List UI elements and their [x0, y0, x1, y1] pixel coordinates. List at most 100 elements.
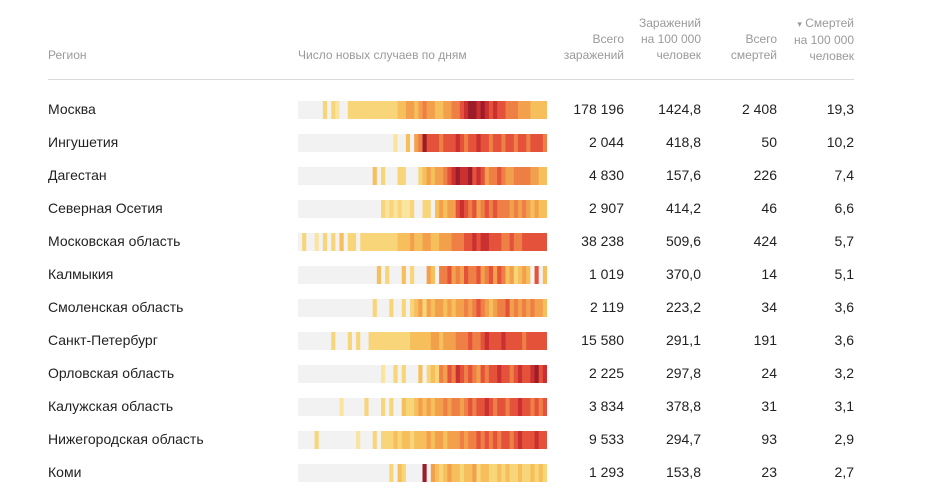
day-cell	[505, 464, 511, 482]
day-cell	[505, 134, 511, 152]
day-cell	[327, 200, 332, 218]
day-cell	[443, 200, 448, 218]
day-cell	[522, 200, 527, 218]
day-cell	[480, 266, 486, 284]
day-cell	[376, 266, 382, 284]
day-cell	[385, 332, 390, 350]
day-cell	[372, 233, 378, 251]
day-cell	[468, 200, 473, 218]
day-cell	[322, 101, 328, 119]
day-cell	[335, 134, 340, 152]
total-deaths-value: 93	[761, 431, 777, 447]
day-cell	[434, 167, 440, 185]
day-cell	[327, 365, 332, 383]
day-cell	[356, 233, 361, 251]
day-cell	[426, 101, 432, 119]
day-cell	[443, 332, 448, 350]
day-cell	[381, 233, 386, 251]
day-cell	[389, 431, 394, 449]
day-cell	[443, 398, 448, 416]
table-row[interactable]: Смоленская область 2 119 223,2 34 3,6	[0, 298, 925, 331]
day-cell	[347, 332, 353, 350]
day-cell	[480, 332, 486, 350]
table-row[interactable]: Ингушетия 2 044 418,8 50 10,2	[0, 133, 925, 166]
day-cell	[480, 101, 486, 119]
day-cell	[306, 299, 311, 317]
day-cell	[298, 365, 303, 383]
day-cell	[410, 233, 415, 251]
day-cell	[484, 266, 490, 284]
day-cell	[530, 332, 535, 350]
day-cell	[322, 200, 328, 218]
day-cell	[455, 431, 461, 449]
day-cell	[538, 200, 544, 218]
day-cell	[335, 398, 340, 416]
day-cell	[331, 464, 336, 482]
day-cell	[480, 299, 486, 317]
day-cell	[405, 365, 411, 383]
day-cell	[459, 464, 465, 482]
day-cell	[343, 398, 349, 416]
day-cell	[447, 299, 452, 317]
table-row[interactable]: Калмыкия 1 019 370,0 14 5,1	[0, 265, 925, 298]
header-total-cases[interactable]: Всего заражений	[544, 31, 624, 63]
day-cell	[443, 365, 448, 383]
day-cell	[327, 101, 332, 119]
region-name: Дагестан	[48, 167, 107, 183]
day-cell	[447, 365, 452, 383]
day-cell	[464, 200, 469, 218]
day-cell	[360, 167, 365, 185]
day-cell	[497, 464, 502, 482]
table-row[interactable]: Калужская область 3 834 378,8 31 3,1	[0, 397, 925, 430]
day-cell	[351, 134, 357, 152]
day-cell	[455, 233, 461, 251]
day-cell	[364, 431, 369, 449]
day-cell	[439, 134, 444, 152]
table-row[interactable]: Северная Осетия 2 907 414,2 46 6,6	[0, 199, 925, 232]
day-cell	[298, 464, 303, 482]
day-cell	[351, 200, 357, 218]
day-cell	[410, 431, 415, 449]
day-cell	[318, 365, 324, 383]
day-cell	[310, 134, 315, 152]
day-cell	[364, 365, 369, 383]
day-cell	[318, 266, 324, 284]
day-cell	[538, 266, 544, 284]
table-row[interactable]: Московская область 38 238 509,6 424 5,7	[0, 232, 925, 265]
header-total-deaths[interactable]: Всего смертей	[717, 31, 777, 63]
day-cell	[517, 101, 523, 119]
day-cell	[410, 266, 415, 284]
day-cell	[522, 299, 527, 317]
day-cell	[314, 167, 320, 185]
day-cell	[513, 332, 519, 350]
header-cases-per-100k-line1: Заражений	[638, 16, 701, 30]
table-row[interactable]: Коми 1 293 153,8 23 2,7	[0, 463, 925, 496]
day-cell	[488, 365, 494, 383]
table-row[interactable]: Москва 178 196 1424,8 2 408 19,3	[0, 100, 925, 133]
day-cell	[368, 299, 374, 317]
header-cases-per-100k[interactable]: Заражений на 100 000 человек	[611, 15, 701, 63]
day-cell	[339, 299, 345, 317]
table-row[interactable]: Орловская область 2 225 297,8 24 3,2	[0, 364, 925, 397]
day-cell	[530, 365, 535, 383]
day-cell	[414, 431, 419, 449]
day-cell	[376, 332, 382, 350]
day-cell	[368, 464, 374, 482]
day-cell	[439, 464, 444, 482]
table-row[interactable]: Санкт-Петербург 15 580 291,1 191 3,6	[0, 331, 925, 364]
day-cell	[505, 299, 511, 317]
day-cell	[318, 431, 324, 449]
day-cell	[542, 464, 547, 482]
daily-cases-strip	[298, 233, 547, 251]
day-cell	[401, 299, 407, 317]
header-deaths-per-100k[interactable]: ▾ Смертей на 100 000 человек	[774, 15, 854, 64]
day-cell	[509, 431, 515, 449]
day-cell	[505, 431, 511, 449]
day-cell	[331, 200, 336, 218]
day-cell	[480, 431, 486, 449]
day-cell	[517, 266, 523, 284]
day-cell	[405, 200, 411, 218]
table-row[interactable]: Дагестан 4 830 157,6 226 7,4	[0, 166, 925, 199]
table-row[interactable]: Нижегородская область 9 533 294,7 93 2,9	[0, 430, 925, 463]
day-cell	[434, 431, 440, 449]
